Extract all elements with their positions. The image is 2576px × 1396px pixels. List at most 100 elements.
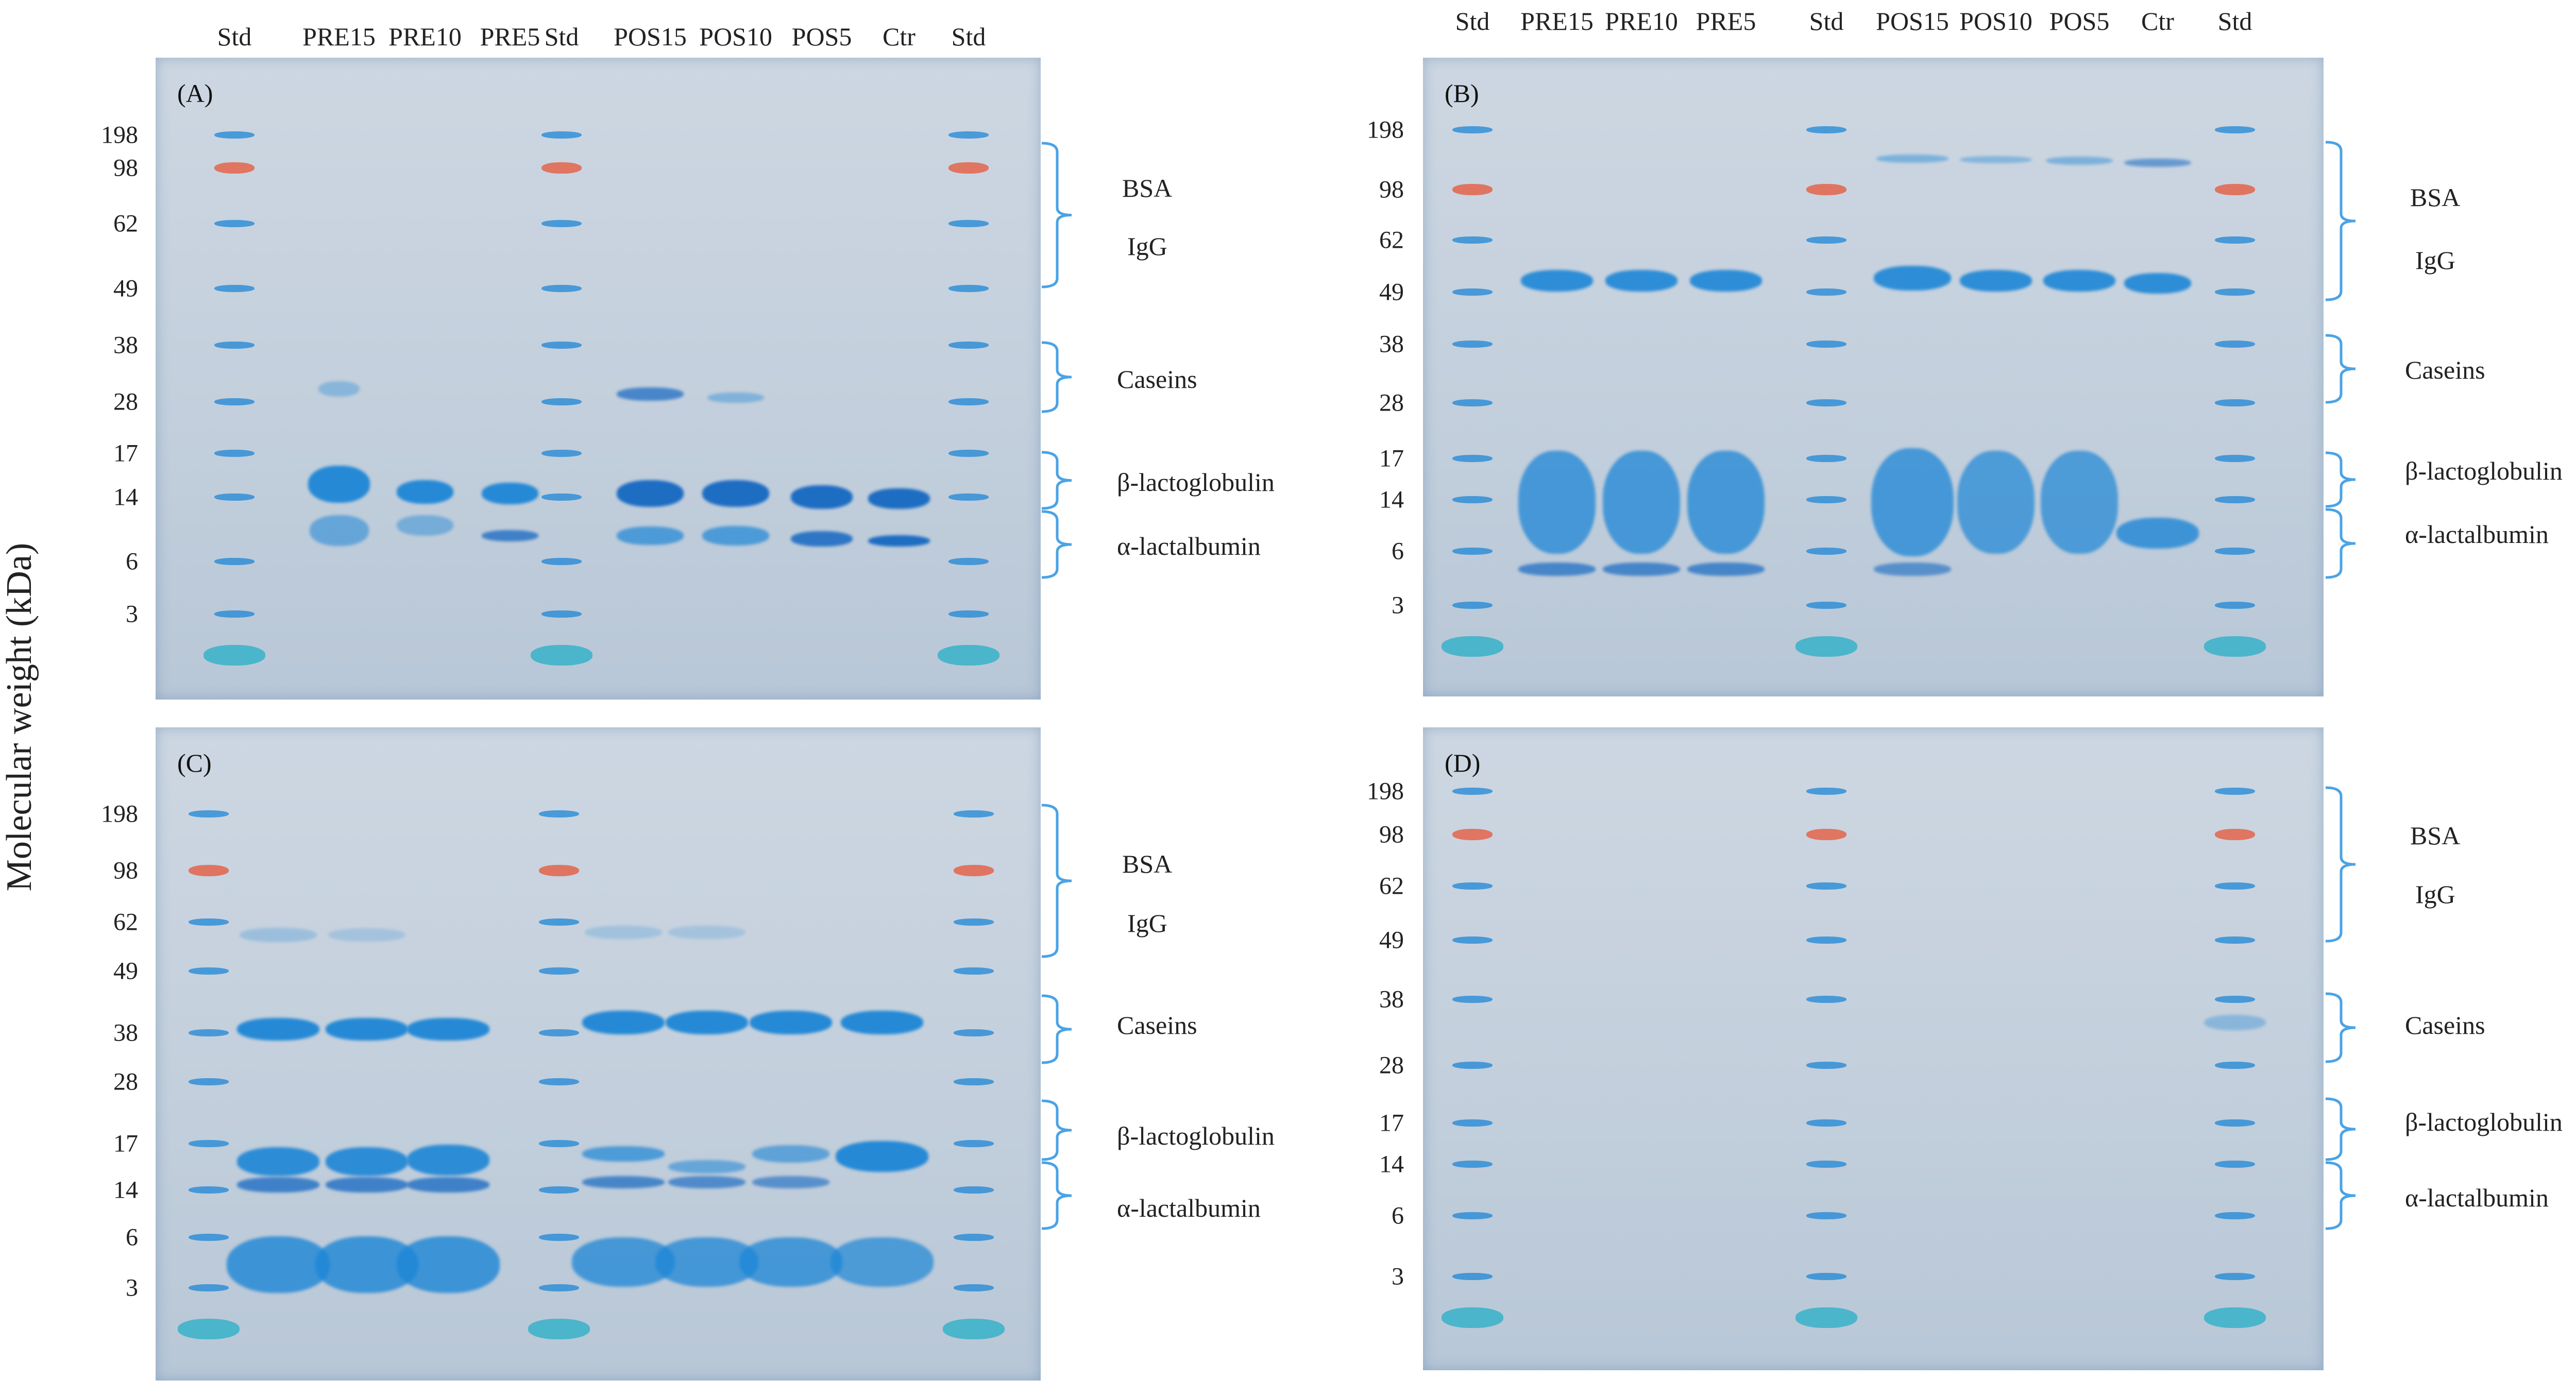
bracket <box>2325 1161 2356 1230</box>
marker-band <box>2215 236 2255 244</box>
lane-label: PRE15 <box>302 22 376 51</box>
marker-band <box>541 162 582 174</box>
dye-front <box>1795 1307 1857 1328</box>
marker-band <box>541 398 582 405</box>
bracket <box>2325 786 2356 943</box>
marker-band <box>2215 1062 2255 1069</box>
lane-label: PRE10 <box>1605 7 1678 36</box>
mw-label: 3 <box>126 600 138 628</box>
marker-band <box>1806 1119 1846 1127</box>
lane-label: POS5 <box>791 22 852 51</box>
marker-band <box>1452 288 1493 296</box>
marker-band <box>1452 1062 1493 1069</box>
marker-band <box>541 220 582 227</box>
lane-label: PRE10 <box>388 22 462 51</box>
marker-band <box>1452 1212 1493 1219</box>
panel-tag: (D) <box>1445 748 1481 777</box>
mw-label: 98 <box>113 857 138 884</box>
protein-band <box>1603 563 1680 576</box>
protein-band <box>2041 451 2118 554</box>
marker-band <box>954 967 994 975</box>
marker-band <box>948 342 989 349</box>
protein-annotation: Caseins <box>2405 355 2485 384</box>
marker-band <box>1806 236 1846 244</box>
marker-band <box>1452 937 1493 944</box>
mw-label: 17 <box>1379 445 1404 472</box>
marker-band <box>214 162 255 174</box>
protein-band <box>326 1018 408 1041</box>
marker-band <box>954 1234 994 1241</box>
protein-band <box>1871 448 1954 556</box>
marker-band <box>539 810 579 818</box>
protein-annotation: IgG <box>1127 909 1167 938</box>
protein-band <box>617 480 684 507</box>
mw-label: 28 <box>1379 389 1404 417</box>
bracket <box>2325 992 2356 1063</box>
mw-label: 6 <box>126 548 138 575</box>
mw-label: 6 <box>1392 1202 1404 1230</box>
protein-annotation: IgG <box>2415 880 2455 909</box>
protein-band <box>2116 518 2199 549</box>
protein-band <box>707 393 764 403</box>
dye-front <box>938 645 999 666</box>
marker-band <box>539 1284 579 1291</box>
marker-band <box>189 1029 229 1036</box>
protein-annotation: β-lactoglobulin <box>1117 1121 1275 1150</box>
mw-label: 38 <box>113 1019 138 1047</box>
marker-band <box>954 1078 994 1085</box>
marker-band <box>1452 455 1493 462</box>
marker-band <box>189 810 229 818</box>
marker-band <box>214 220 255 227</box>
protein-band <box>482 483 538 504</box>
protein-band <box>318 381 360 397</box>
protein-band <box>2046 157 2113 165</box>
lane-label: POS15 <box>614 22 687 51</box>
marker-band <box>189 967 229 975</box>
mw-label: 3 <box>126 1274 138 1302</box>
protein-band <box>582 1011 665 1034</box>
protein-band <box>868 535 930 547</box>
mw-label: 198 <box>101 121 138 149</box>
mw-label: 38 <box>113 331 138 359</box>
protein-band <box>582 1176 665 1188</box>
marker-band <box>1806 788 1846 795</box>
protein-band <box>791 485 853 509</box>
marker-band <box>539 918 579 926</box>
mw-label: 38 <box>1379 330 1404 358</box>
marker-band <box>1806 184 1846 195</box>
marker-band <box>541 493 582 501</box>
bracket <box>1041 1161 1072 1230</box>
protein-band <box>1690 270 1762 292</box>
marker-band <box>2215 288 2255 296</box>
protein-annotation: BSA <box>2410 183 2461 212</box>
marker-band <box>1806 496 1846 503</box>
protein-band <box>1874 563 1951 576</box>
marker-band <box>189 918 229 926</box>
bracket <box>2325 451 2356 508</box>
lane-label: Std <box>2217 7 2252 36</box>
protein-annotation: BSA <box>2410 821 2461 850</box>
marker-band <box>948 220 989 227</box>
bracket <box>2325 141 2356 301</box>
marker-band <box>2215 1161 2255 1168</box>
dye-front <box>1795 636 1857 657</box>
marker-band <box>189 1078 229 1085</box>
protein-band <box>752 1145 829 1163</box>
bracket <box>1041 804 1072 958</box>
marker-band <box>539 865 579 876</box>
marker-band <box>1452 1119 1493 1127</box>
marker-band <box>1452 341 1493 348</box>
marker-band <box>1452 829 1493 840</box>
marker-band <box>1452 882 1493 890</box>
protein-band <box>617 387 684 401</box>
marker-band <box>189 1140 229 1147</box>
marker-band <box>2215 1273 2255 1280</box>
mw-label: 14 <box>1379 486 1404 514</box>
marker-band <box>1452 602 1493 609</box>
marker-band <box>1806 455 1846 462</box>
protein-band <box>1960 156 2032 163</box>
lane-label: PRE5 <box>480 22 540 51</box>
marker-band <box>954 1186 994 1194</box>
mw-label: 38 <box>1379 985 1404 1013</box>
protein-band <box>2204 1015 2266 1030</box>
